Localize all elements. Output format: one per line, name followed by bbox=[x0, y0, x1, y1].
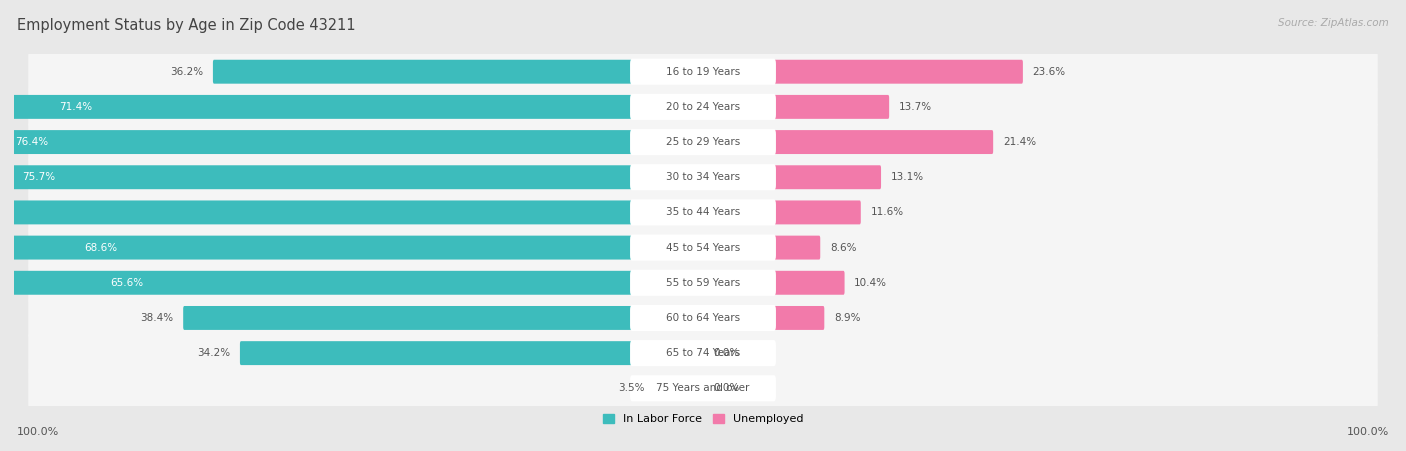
FancyBboxPatch shape bbox=[0, 235, 704, 260]
FancyBboxPatch shape bbox=[702, 165, 882, 189]
FancyBboxPatch shape bbox=[630, 164, 776, 190]
FancyBboxPatch shape bbox=[655, 376, 704, 400]
FancyBboxPatch shape bbox=[28, 262, 1378, 304]
FancyBboxPatch shape bbox=[28, 368, 1378, 409]
Text: 25 to 29 Years: 25 to 29 Years bbox=[666, 137, 740, 147]
Text: 75.7%: 75.7% bbox=[21, 172, 55, 182]
Text: 10.4%: 10.4% bbox=[855, 278, 887, 288]
Text: 76.4%: 76.4% bbox=[15, 137, 49, 147]
Text: 75 Years and over: 75 Years and over bbox=[657, 383, 749, 393]
Text: 16 to 19 Years: 16 to 19 Years bbox=[666, 67, 740, 77]
Legend: In Labor Force, Unemployed: In Labor Force, Unemployed bbox=[598, 410, 808, 428]
FancyBboxPatch shape bbox=[702, 235, 820, 260]
FancyBboxPatch shape bbox=[630, 305, 776, 331]
Text: 13.1%: 13.1% bbox=[891, 172, 924, 182]
Text: 3.5%: 3.5% bbox=[619, 383, 645, 393]
Text: 13.7%: 13.7% bbox=[898, 102, 932, 112]
FancyBboxPatch shape bbox=[183, 306, 704, 330]
Text: 21.4%: 21.4% bbox=[1002, 137, 1036, 147]
Text: 38.4%: 38.4% bbox=[141, 313, 173, 323]
FancyBboxPatch shape bbox=[630, 199, 776, 226]
FancyBboxPatch shape bbox=[630, 270, 776, 296]
Text: 11.6%: 11.6% bbox=[870, 207, 904, 217]
FancyBboxPatch shape bbox=[702, 306, 824, 330]
FancyBboxPatch shape bbox=[702, 271, 845, 295]
FancyBboxPatch shape bbox=[0, 200, 704, 225]
FancyBboxPatch shape bbox=[630, 235, 776, 261]
FancyBboxPatch shape bbox=[28, 332, 1378, 374]
FancyBboxPatch shape bbox=[28, 192, 1378, 233]
Text: 36.2%: 36.2% bbox=[170, 67, 204, 77]
Text: 100.0%: 100.0% bbox=[17, 428, 59, 437]
Text: 71.4%: 71.4% bbox=[59, 102, 93, 112]
FancyBboxPatch shape bbox=[702, 130, 993, 154]
FancyBboxPatch shape bbox=[702, 60, 1024, 84]
Text: 55 to 59 Years: 55 to 59 Years bbox=[666, 278, 740, 288]
Text: 65.6%: 65.6% bbox=[111, 278, 143, 288]
Text: 20 to 24 Years: 20 to 24 Years bbox=[666, 102, 740, 112]
FancyBboxPatch shape bbox=[0, 95, 704, 119]
FancyBboxPatch shape bbox=[212, 60, 704, 84]
FancyBboxPatch shape bbox=[28, 227, 1378, 268]
FancyBboxPatch shape bbox=[0, 165, 704, 189]
Text: 45 to 54 Years: 45 to 54 Years bbox=[666, 243, 740, 253]
FancyBboxPatch shape bbox=[630, 94, 776, 120]
Text: 68.6%: 68.6% bbox=[84, 243, 117, 253]
FancyBboxPatch shape bbox=[0, 271, 704, 295]
FancyBboxPatch shape bbox=[702, 200, 860, 225]
Text: 65 to 74 Years: 65 to 74 Years bbox=[666, 348, 740, 358]
Text: 0.0%: 0.0% bbox=[714, 348, 740, 358]
FancyBboxPatch shape bbox=[630, 129, 776, 155]
FancyBboxPatch shape bbox=[630, 59, 776, 85]
FancyBboxPatch shape bbox=[702, 95, 889, 119]
FancyBboxPatch shape bbox=[28, 156, 1378, 198]
Text: 0.0%: 0.0% bbox=[714, 383, 740, 393]
FancyBboxPatch shape bbox=[28, 297, 1378, 339]
FancyBboxPatch shape bbox=[240, 341, 704, 365]
Text: 100.0%: 100.0% bbox=[1347, 428, 1389, 437]
FancyBboxPatch shape bbox=[630, 340, 776, 366]
FancyBboxPatch shape bbox=[28, 51, 1378, 92]
FancyBboxPatch shape bbox=[630, 375, 776, 401]
Text: 34.2%: 34.2% bbox=[197, 348, 231, 358]
Text: 8.6%: 8.6% bbox=[830, 243, 856, 253]
FancyBboxPatch shape bbox=[0, 130, 704, 154]
FancyBboxPatch shape bbox=[28, 86, 1378, 128]
Text: Employment Status by Age in Zip Code 43211: Employment Status by Age in Zip Code 432… bbox=[17, 18, 356, 33]
Text: 8.9%: 8.9% bbox=[834, 313, 860, 323]
Text: 60 to 64 Years: 60 to 64 Years bbox=[666, 313, 740, 323]
FancyBboxPatch shape bbox=[28, 121, 1378, 163]
Text: 30 to 34 Years: 30 to 34 Years bbox=[666, 172, 740, 182]
Text: Source: ZipAtlas.com: Source: ZipAtlas.com bbox=[1278, 18, 1389, 28]
Text: 23.6%: 23.6% bbox=[1032, 67, 1066, 77]
Text: 35 to 44 Years: 35 to 44 Years bbox=[666, 207, 740, 217]
